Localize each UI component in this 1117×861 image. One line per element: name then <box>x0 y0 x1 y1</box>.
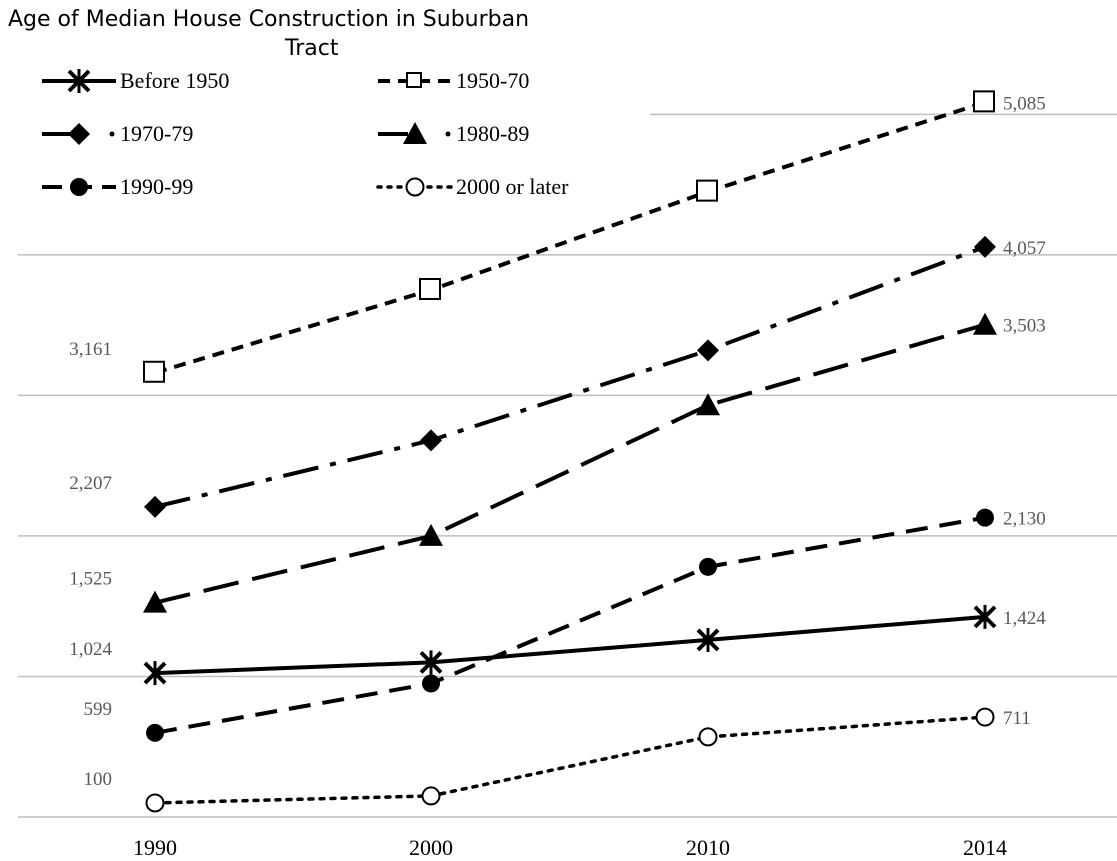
point-marker-5-0 <box>145 793 165 813</box>
legend-marker <box>405 177 425 197</box>
series-line-5 <box>153 715 987 805</box>
series-line-4 <box>154 515 986 735</box>
data-label-5-0: 100 <box>84 769 113 790</box>
point-marker-1-0 <box>143 360 165 383</box>
point-marker-4-0 <box>146 723 164 742</box>
series-line-3 <box>154 322 986 605</box>
legend-marker <box>70 178 88 196</box>
data-label-3-0: 1,525 <box>69 569 112 590</box>
point-marker-5-1 <box>421 786 441 806</box>
x-tick-label: 2010 <box>686 835 730 860</box>
data-label-1-0: 3,161 <box>69 339 112 360</box>
series-line-2 <box>154 244 986 509</box>
legend-marker <box>403 122 427 144</box>
point-marker-0-2 <box>696 627 720 652</box>
data-label-0-0: 1,024 <box>69 639 112 660</box>
series-lines <box>153 100 987 805</box>
point-marker-2-3 <box>974 235 996 258</box>
legend-item-label: 1990-99 <box>120 174 193 199</box>
point-marker-2-0 <box>144 495 166 518</box>
point-marker-1-2 <box>696 179 718 202</box>
data-label-1-3: 5,085 <box>1003 93 1046 114</box>
point-marker-0-1 <box>419 650 443 675</box>
point-marker-4-3 <box>976 508 994 527</box>
point-marker-4-2 <box>699 557 717 576</box>
legend-item-label: Before 1950 <box>120 68 229 93</box>
legend-marker <box>68 123 90 145</box>
point-marker-1-1 <box>419 277 441 300</box>
series-markers <box>143 90 997 813</box>
data-label-0-3: 1,424 <box>1003 608 1046 629</box>
x-tick-label: 2000 <box>409 835 453 860</box>
point-marker-1-3 <box>973 90 995 113</box>
x-tick-label: 2014 <box>963 835 1007 860</box>
chart-title: Age of Median House Construction in Subu… <box>8 7 529 61</box>
point-marker-0-0 <box>143 661 167 686</box>
legend-item-label: 1970-79 <box>120 121 193 146</box>
data-labels: 1,024 1,424 3,161 5,085 2,207 4,057 1,525 3,503… <box>69 93 1046 790</box>
legend-marker <box>67 69 91 93</box>
point-marker-3-0 <box>143 590 167 613</box>
legend-item-label: 2000 or later <box>456 174 569 199</box>
point-marker-3-1 <box>419 523 443 546</box>
legend-marker <box>406 72 422 88</box>
legend-swatch-dot <box>109 131 115 137</box>
x-tick-label: 1990 <box>133 835 177 860</box>
data-label-4-3: 2,130 <box>1003 509 1046 530</box>
legend-item-label: 1980-89 <box>456 121 529 146</box>
legend: Before 1950 1950-70 1970-79 1980-89 1990-99 2… <box>42 68 569 199</box>
series-line-0 <box>154 614 986 676</box>
data-label-2-3: 4,057 <box>1003 238 1046 259</box>
legend-item-label: 1950-70 <box>456 68 529 93</box>
point-marker-3-3 <box>973 312 997 335</box>
point-marker-2-1 <box>420 429 442 452</box>
point-marker-3-2 <box>696 393 720 416</box>
point-marker-5-2 <box>698 727 718 747</box>
point-marker-0-3 <box>973 604 997 629</box>
legend-swatch-dot <box>445 131 451 137</box>
data-label-5-3: 711 <box>1003 708 1031 729</box>
point-marker-2-2 <box>697 339 719 362</box>
data-label-4-0: 599 <box>84 699 113 720</box>
data-label-3-3: 3,503 <box>1003 316 1046 337</box>
gridlines <box>18 113 1117 818</box>
point-marker-4-1 <box>422 674 440 693</box>
point-marker-5-3 <box>975 707 995 727</box>
data-label-2-0: 2,207 <box>69 473 112 494</box>
series-line-1 <box>154 100 986 375</box>
x-axis-ticks: 1990 2000 2010 2014 <box>133 835 1007 860</box>
